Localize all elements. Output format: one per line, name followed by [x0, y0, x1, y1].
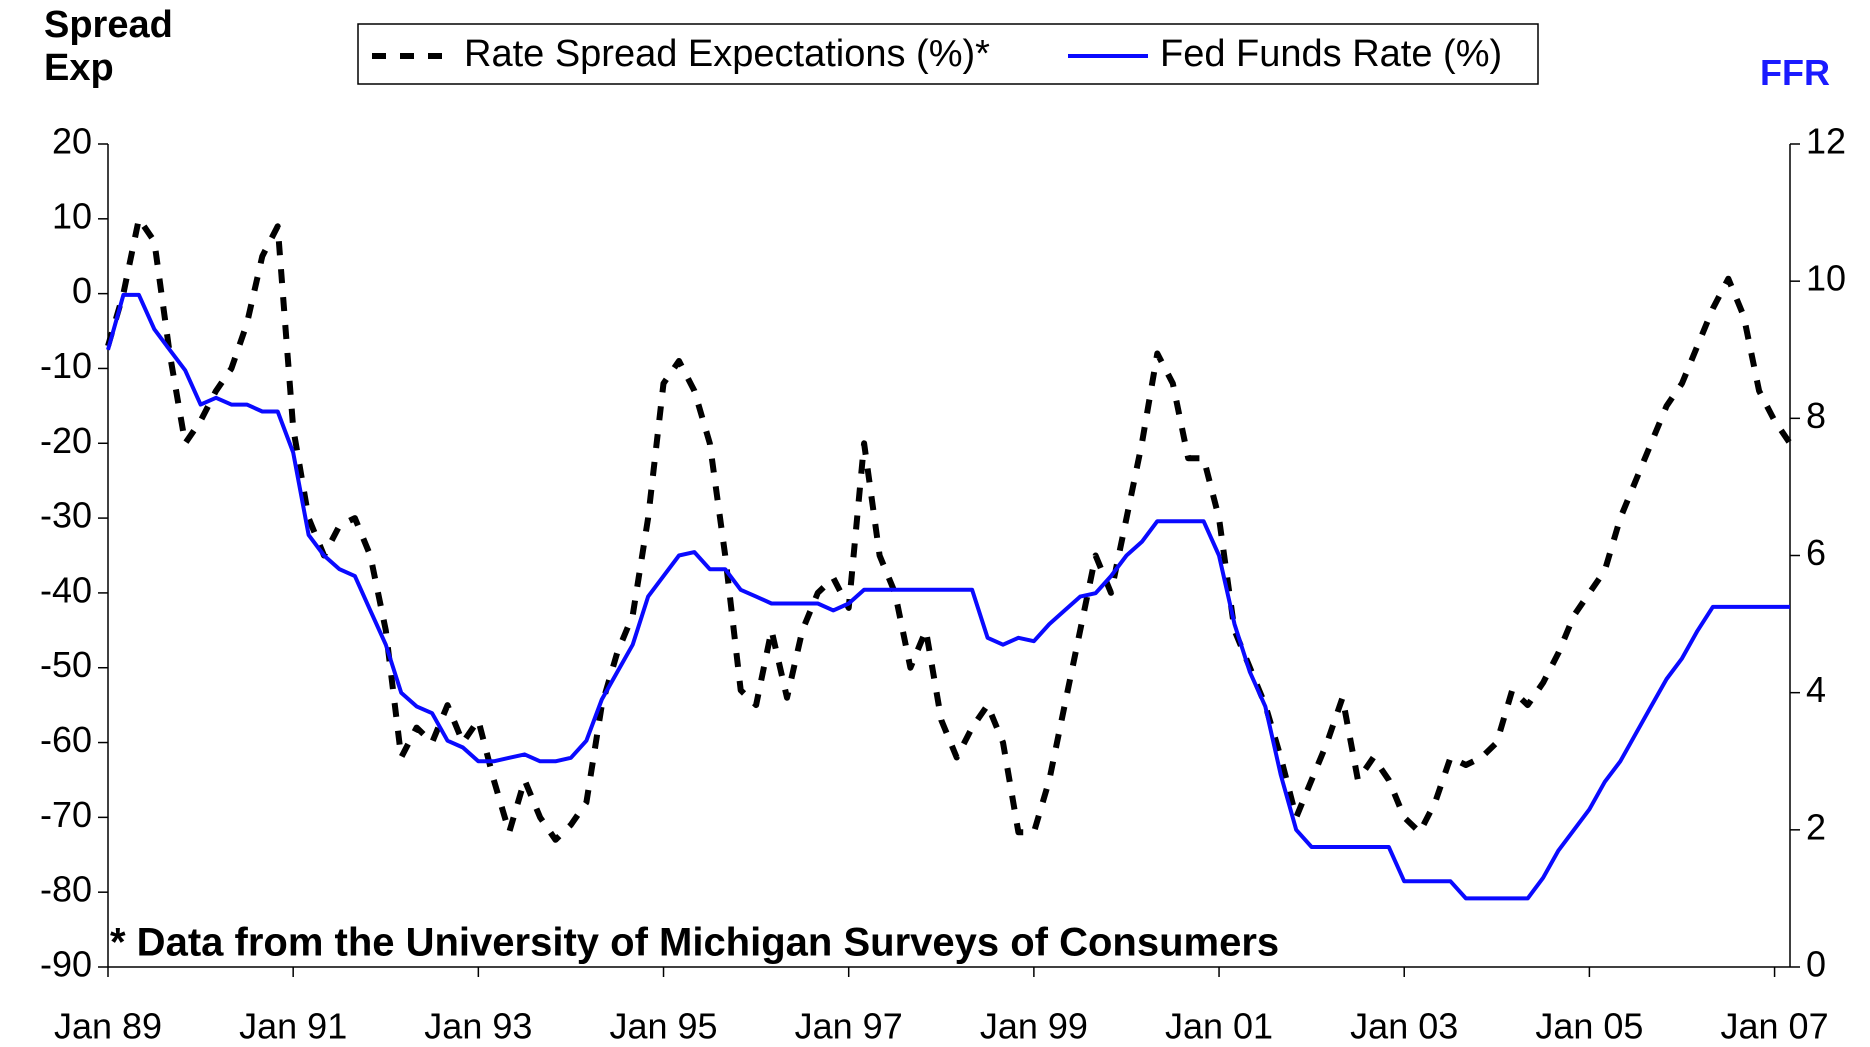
y-tick-label: 0: [72, 270, 92, 311]
x-tick-label: Jan 01: [1165, 1006, 1273, 1047]
x-tick-label: Jan 97: [795, 1006, 903, 1047]
x-tick-label: Jan 99: [980, 1006, 1088, 1047]
y2-tick-label: 8: [1806, 395, 1826, 436]
y2-tick-label: 12: [1806, 121, 1846, 162]
y2-axis-label: FFR: [1760, 52, 1830, 93]
y-tick-label: 20: [52, 121, 92, 162]
y-tick-label: -20: [40, 420, 92, 461]
annotation: * Data from the University of Michigan S…: [110, 921, 1279, 965]
x-tick-label: Jan 89: [54, 1006, 162, 1047]
legend-label: Fed Funds Rate (%): [1160, 33, 1502, 75]
y-tick-label: -40: [40, 569, 92, 610]
x-tick-label: Jan 05: [1535, 1006, 1643, 1047]
y2-tick-label: 2: [1806, 806, 1826, 847]
y-tick-label: -10: [40, 345, 92, 386]
y-axis-label: Spread Exp: [44, 4, 173, 89]
y2-tick-label: 6: [1806, 532, 1826, 573]
x-tick-label: Jan 07: [1721, 1006, 1829, 1047]
legend: Rate Spread Expectations (%)* Fed Funds R…: [357, 23, 1539, 85]
x-tick-label: Jan 03: [1350, 1006, 1458, 1047]
y-tick-label: -50: [40, 644, 92, 685]
y-tick-label: 10: [52, 195, 92, 236]
x-tick-label: Jan 91: [239, 1006, 347, 1047]
x-tick-label: Jan 95: [609, 1006, 717, 1047]
line-series: [106, 292, 1790, 901]
x-tick-label: Jan 93: [424, 1006, 532, 1047]
legend-box: [357, 23, 1539, 85]
legend-label: Rate Spread Expectations (%)*: [464, 33, 990, 75]
y-tick-label: -70: [40, 794, 92, 835]
line-series: [105, 215, 1793, 843]
y-tick-label: -30: [40, 495, 92, 536]
y2-tick-label: 4: [1806, 669, 1826, 710]
y-tick-label: -80: [40, 869, 92, 910]
y-tick-label: -60: [40, 719, 92, 760]
y2-tick-label: 10: [1806, 258, 1846, 299]
y-tick-label: -90: [40, 944, 92, 985]
y2-tick-label: 0: [1806, 944, 1826, 985]
